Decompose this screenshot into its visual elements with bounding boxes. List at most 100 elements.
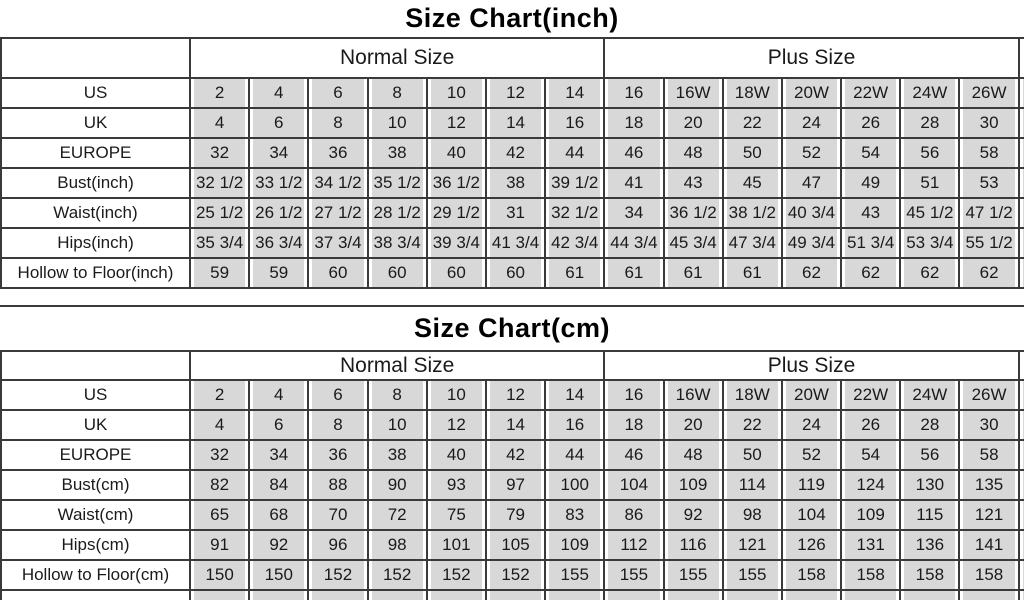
size-value-cell: 56 [899,137,961,169]
table-row: US 2 4 6 8 10 12 14 16 16W 18W 20W 22W 24W 26W [0,77,1024,109]
table-row: Hips(cm) 91 92 96 98 101 105 109 112 116 121 126 131… [0,529,1024,561]
size-value-cell: 6 [248,107,310,139]
cutoff-row-cell [425,589,487,600]
cutoff-row-cell [603,589,665,600]
cutoff-row-sliver [0,589,1024,600]
size-value-cell: 35 3/4 [188,227,251,259]
cutoff-column-sliver [1017,379,1024,411]
size-value-cell: 36 [307,439,369,471]
row-label: US [0,77,191,109]
cutoff-row-cell [248,589,310,600]
size-value-cell: 34 [248,439,310,471]
size-value-cell: 18 [603,107,665,139]
size-value-cell: 90 [366,469,428,501]
size-value-cell: 54 [840,439,902,471]
size-value-cell: 43 [840,197,902,229]
cutoff-row-label-cell [0,589,191,600]
cutoff-column-sliver [1017,350,1024,381]
row-label: Hips(inch) [0,227,191,259]
size-value-cell: 14 [484,107,547,139]
size-value-cell: 45 1/2 [899,197,961,229]
size-chart-inch-section: Size Chart(inch) Normal Size Plus Size U… [0,0,1024,289]
size-value-cell: 101 [425,529,487,561]
size-value-cell: 72 [366,499,428,531]
size-value-cell: 84 [248,469,310,501]
size-value-cell: 150 [188,559,251,591]
size-value-cell: 39 1/2 [544,167,606,199]
cutoff-row-cell [958,589,1020,600]
size-value-cell: 136 [899,529,961,561]
size-value-cell: 158 [780,559,843,591]
row-label: Hollow to Floor(inch) [0,257,191,289]
size-value-cell: 152 [484,559,547,591]
size-value-cell: 12 [484,77,547,109]
size-value-cell: 10 [425,77,487,109]
size-value-cell: 100 [544,469,606,501]
size-value-cell: 92 [662,499,724,531]
size-value-cell: 82 [188,469,251,501]
cutoff-row-cell [662,589,724,600]
size-value-cell: 121 [721,529,783,561]
cutoff-row-cell [544,589,606,600]
size-value-cell: 28 [899,107,961,139]
size-value-cell: 8 [307,409,369,441]
table-row: US 2 4 6 8 10 12 14 16 16W 18W 20W 22W 24W 26W [0,379,1024,411]
size-value-cell: 55 1/2 [958,227,1020,259]
row-label: EUROPE [0,137,191,169]
size-value-cell: 32 1/2 [188,167,251,199]
size-value-cell: 52 [780,439,843,471]
size-value-cell: 10 [425,379,487,411]
size-value-cell: 25 1/2 [188,197,251,229]
cutoff-row-cell [840,589,902,600]
table-row: UK 4 6 8 10 12 14 16 18 20 22 24 26 28 30 [0,409,1024,441]
size-value-cell: 31 [484,197,547,229]
table-row: Hollow to Floor(cm) 150 150 152 152 152 152 155… [0,559,1024,591]
size-value-cell: 155 [603,559,665,591]
size-value-cell: 49 [840,167,902,199]
size-value-cell: 30 [958,107,1020,139]
size-value-cell: 46 [603,439,665,471]
cutoff-row-cell [366,589,428,600]
cutoff-row-cell [899,589,961,600]
row-label: US [0,379,191,411]
cutoff-column-sliver [1017,439,1024,471]
size-value-cell: 130 [899,469,961,501]
size-value-cell: 36 3/4 [248,227,310,259]
size-value-cell: 83 [544,499,606,531]
size-value-cell: 22 [721,409,783,441]
size-value-cell: 93 [425,469,487,501]
table-row: Bust(cm) 82 84 88 90 93 97 100 104 109 114 119 124 13… [0,469,1024,501]
size-value-cell: 20 [662,107,724,139]
table-row: Waist(inch) 25 1/2 26 1/2 27 1/2 28 1/2 29 1/… [0,197,1024,229]
size-value-cell: 26 [840,409,902,441]
cutoff-column-sliver [1017,107,1024,139]
size-value-cell: 22W [840,77,902,109]
cutoff-column-sliver [1017,529,1024,561]
size-value-cell: 24W [899,379,961,411]
size-value-cell: 28 1/2 [366,197,428,229]
size-value-cell: 32 [188,137,251,169]
size-value-cell: 4 [248,379,310,411]
size-value-cell: 26 [840,107,902,139]
size-value-cell: 45 3/4 [662,227,724,259]
size-value-cell: 79 [484,499,547,531]
cutoff-column-sliver [1017,589,1024,600]
size-value-cell: 34 [248,137,310,169]
size-value-cell: 116 [662,529,724,561]
size-value-cell: 104 [603,469,665,501]
size-value-cell: 26W [958,77,1020,109]
size-value-cell: 42 3/4 [544,227,606,259]
size-value-cell: 70 [307,499,369,531]
size-value-cell: 36 1/2 [425,167,487,199]
table-row: Waist(cm) 65 68 70 72 75 79 83 86 92 98 104 109 115 12… [0,499,1024,531]
size-value-cell: 155 [662,559,724,591]
size-value-cell: 61 [544,257,606,289]
size-value-cell: 34 1/2 [307,167,369,199]
size-value-cell: 22W [840,379,902,411]
size-value-cell: 22 [721,107,783,139]
size-value-cell: 16W [662,77,724,109]
size-value-cell: 86 [603,499,665,531]
row-label: UK [0,107,191,139]
size-value-cell: 98 [366,529,428,561]
size-value-cell: 115 [899,499,961,531]
